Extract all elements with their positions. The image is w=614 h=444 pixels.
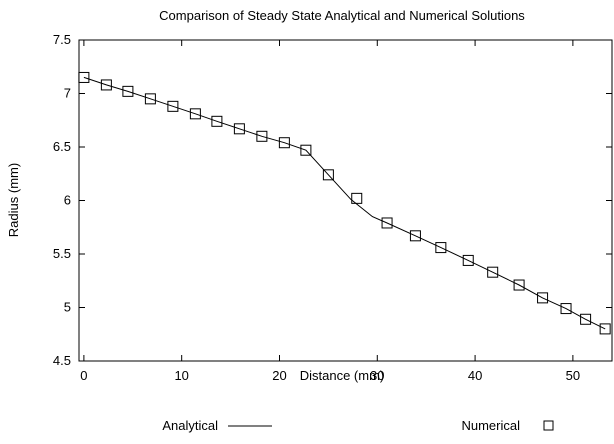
y-tick-label: 7: [64, 86, 71, 101]
y-axis-ticks: 4.5 5 5.5 6 6.5 7 7.5: [53, 32, 612, 368]
x-axis-label: Distance (mm): [300, 368, 385, 383]
numerical-point: [300, 144, 312, 156]
y-tick-label: 6.5: [53, 139, 71, 154]
numerical-point: [211, 115, 223, 127]
legend-numerical-marker: [543, 420, 554, 431]
numerical-series: [78, 71, 611, 335]
numerical-point: [381, 217, 393, 229]
numerical-point: [462, 254, 474, 266]
x-axis-ticks: 0 10 20 30 40 50: [80, 40, 580, 383]
x-tick-label: 30: [370, 368, 384, 383]
legend-analytical-label: Analytical: [162, 418, 218, 433]
numerical-point: [580, 313, 592, 325]
x-tick-label: 20: [272, 368, 286, 383]
legend-numerical-label: Numerical: [461, 418, 520, 433]
numerical-point: [278, 137, 290, 149]
numerical-point: [322, 169, 334, 181]
analytical-series: [83, 76, 606, 330]
x-tick-label: 40: [468, 368, 482, 383]
numerical-point: [78, 71, 90, 83]
y-tick-label: 5: [64, 300, 71, 315]
numerical-point: [167, 100, 179, 112]
numerical-point: [351, 192, 363, 204]
numerical-point: [409, 230, 421, 242]
numerical-point: [122, 85, 134, 97]
y-tick-label: 7.5: [53, 32, 71, 47]
y-tick-label: 6: [64, 193, 71, 208]
numerical-point: [233, 123, 245, 135]
numerical-point: [599, 323, 611, 335]
chart-title: Comparison of Steady State Analytical an…: [159, 8, 525, 23]
numerical-point: [537, 292, 549, 304]
legend: Analytical Numerical: [162, 418, 554, 433]
numerical-point: [435, 242, 447, 254]
analytical-line: [83, 76, 606, 330]
x-tick-label: 10: [174, 368, 188, 383]
numerical-point: [189, 108, 201, 120]
numerical-point: [487, 266, 499, 278]
numerical-point: [144, 93, 156, 105]
plot-frame: [78, 39, 613, 362]
y-axis-label: Radius (mm): [6, 163, 21, 237]
numerical-point: [256, 130, 268, 142]
x-tick-label: 0: [80, 368, 87, 383]
x-tick-label: 50: [566, 368, 580, 383]
y-tick-label: 4.5: [53, 353, 71, 368]
numerical-point: [513, 279, 525, 291]
numerical-point: [560, 303, 572, 315]
numerical-point: [100, 79, 112, 91]
y-tick-label: 5.5: [53, 246, 71, 261]
